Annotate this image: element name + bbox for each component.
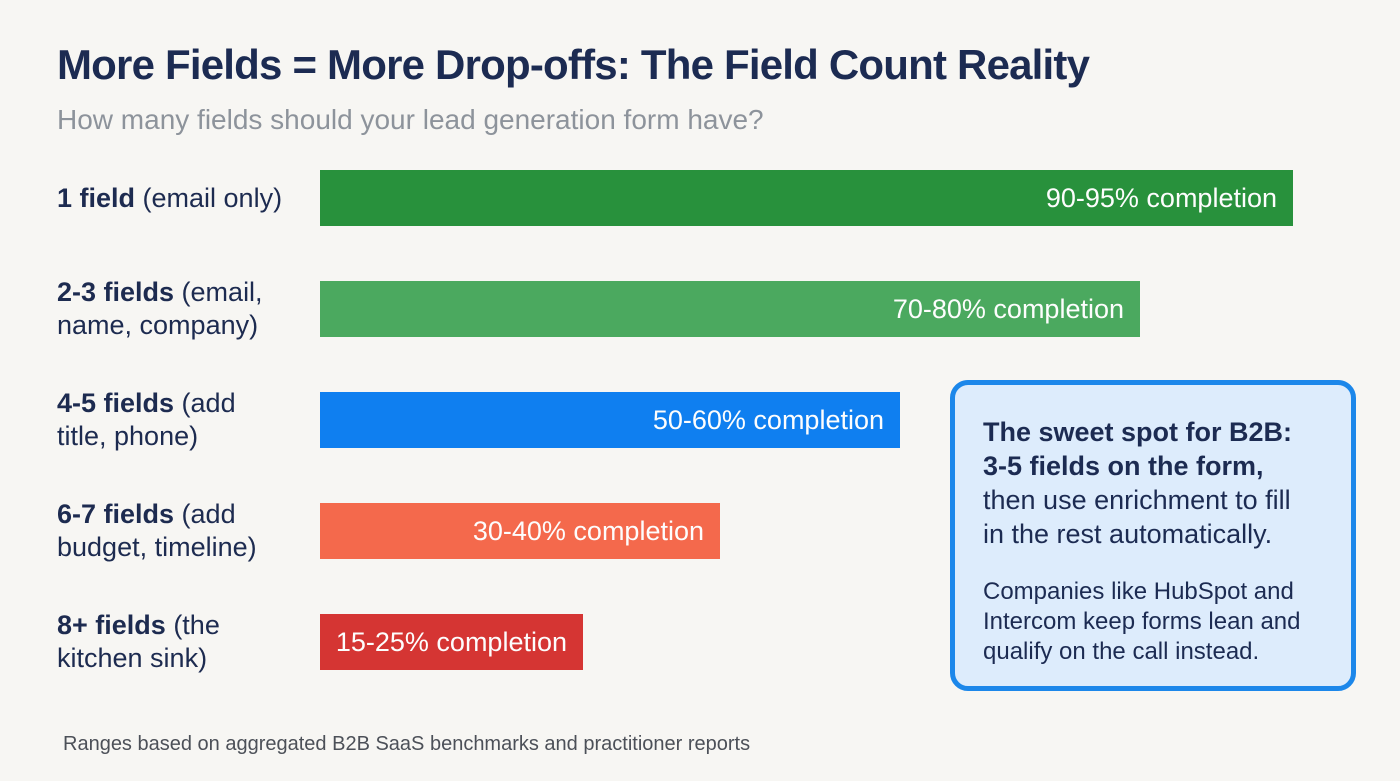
row-label: 4-5 fields (add title, phone): [57, 387, 320, 453]
callout-body-line: in the rest automatically.: [983, 519, 1273, 549]
bar-value-label: 90-95% completion: [1045, 182, 1277, 213]
row-label: 6-7 fields (add budget, timeline): [57, 498, 320, 564]
row-label-line2: budget, timeline): [57, 532, 257, 562]
callout-secondary-line: qualify on the call instead.: [983, 638, 1260, 665]
bar-chart: 1 field (email only) 90-95% completion 2…: [57, 170, 1293, 673]
chart-row-1-field: 1 field (email only) 90-95% completion: [57, 170, 1293, 226]
row-label-rest: (email only): [135, 182, 283, 213]
row-label-line2: title, phone): [57, 421, 199, 451]
callout-bold-line: 3-5 fields on the form,: [983, 451, 1264, 481]
callout-secondary-paragraph: Companies like HubSpot and Intercom keep…: [983, 577, 1325, 667]
bar-value-label: 30-40% completion: [472, 515, 704, 546]
bar-6-7-fields: 30-40% completion: [320, 503, 720, 559]
chart-row-4-5-fields: 4-5 fields (add title, phone) 50-60% comp…: [57, 388, 1293, 451]
page-title: More Fields = More Drop-offs: The Field …: [57, 41, 1090, 88]
callout-secondary-line: Intercom keep forms lean and: [983, 608, 1301, 635]
row-label-line2: name, company): [57, 310, 259, 340]
bar-value-label: 50-60% completion: [652, 404, 884, 435]
row-label-rest: (email,: [174, 277, 263, 307]
row-label: 2-3 fields (email, name, company): [57, 276, 320, 342]
bar-8-plus-fields: 15-25% completion: [320, 614, 583, 670]
callout-lead-paragraph: The sweet spot for B2B: 3-5 fields on th…: [983, 415, 1325, 551]
page-subtitle: How many fields should your lead generat…: [57, 104, 764, 135]
bar-value-label: 70-80% completion: [892, 293, 1124, 324]
chart-row-8-plus-fields: 8+ fields (the kitchen sink) 15-25% compl…: [57, 610, 1293, 673]
callout-body-line: then use enrichment to fill: [983, 485, 1291, 515]
row-label-rest: (the: [165, 610, 220, 640]
row-label: 8+ fields (the kitchen sink): [57, 609, 320, 675]
row-label: 1 field (email only): [57, 182, 320, 215]
callout-bold-line: The sweet spot for B2B:: [983, 417, 1293, 447]
chart-row-2-3-fields: 2-3 fields (email, name, company) 70-80% …: [57, 277, 1293, 340]
chart-row-6-7-fields: 6-7 fields (add budget, timeline) 30-40% …: [57, 499, 1293, 562]
row-label-line2: kitchen sink): [57, 643, 208, 673]
bar-value-label: 15-25% completion: [335, 626, 567, 657]
bar-4-5-fields: 50-60% completion: [320, 392, 900, 448]
row-label-bold: 1 field: [57, 182, 136, 213]
row-label-rest: (add: [174, 499, 236, 529]
row-label-bold: 8+ fields: [57, 610, 166, 640]
bar-2-3-fields: 70-80% completion: [320, 281, 1140, 337]
row-label-bold: 6-7 fields: [57, 499, 175, 529]
callout-secondary-line: Companies like HubSpot and: [983, 578, 1294, 605]
bar-1-field: 90-95% completion: [320, 170, 1293, 226]
footnote: Ranges based on aggregated B2B SaaS benc…: [63, 733, 751, 755]
row-label-rest: (add: [174, 388, 236, 418]
callout-sweet-spot: The sweet spot for B2B: 3-5 fields on th…: [950, 380, 1356, 691]
row-label-bold: 2-3 fields: [57, 277, 175, 307]
row-label-bold: 4-5 fields: [57, 388, 175, 418]
